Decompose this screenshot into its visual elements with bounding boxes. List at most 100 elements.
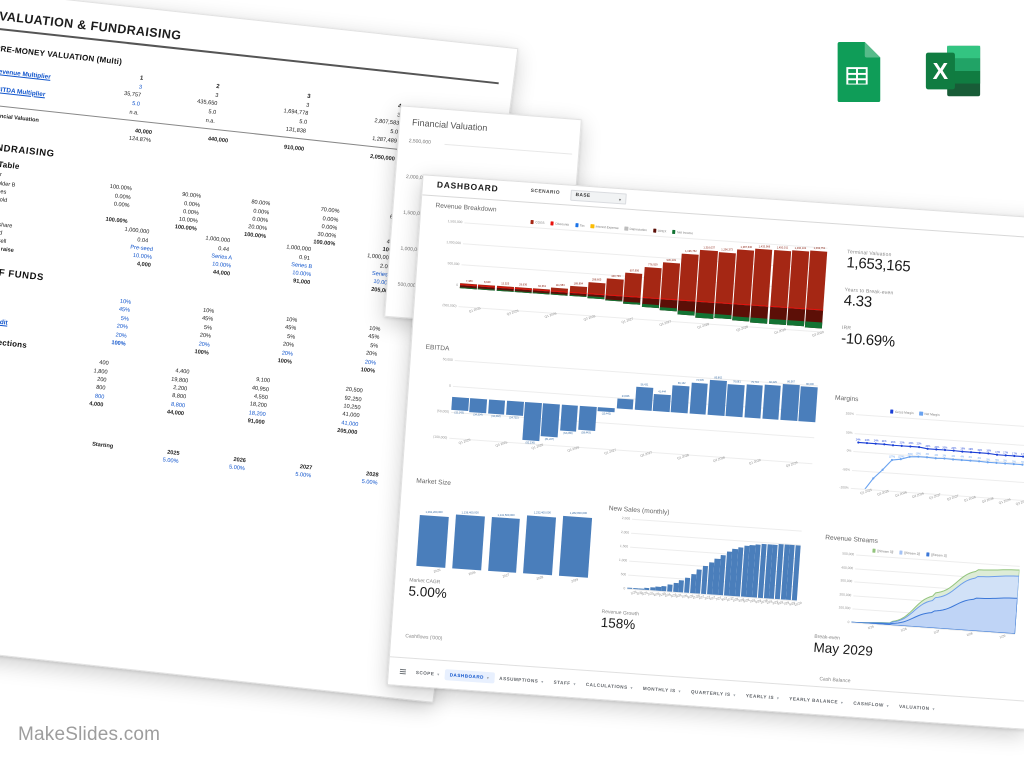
data-label: 5% xyxy=(1003,459,1008,463)
data-label: 24% xyxy=(882,440,887,444)
scenario-dropdown[interactable]: BASE ▾ xyxy=(570,189,627,205)
kpi-column: Terminal Valuation 1,653,165 Years to Br… xyxy=(841,249,1024,360)
bar-segment-opex xyxy=(695,301,714,319)
chevron-down-icon[interactable]: ▾ xyxy=(437,672,440,677)
bar-segment-opex xyxy=(550,291,569,296)
legend-swatch xyxy=(590,224,595,229)
bar-segment-cogs xyxy=(642,267,662,300)
data-label: 20% xyxy=(942,446,948,450)
bar-segment-net-income xyxy=(677,310,695,316)
all-sheets-icon[interactable] xyxy=(395,668,411,675)
sheet-tab-yearly-balance[interactable]: YEARLY BALANCE ▾ xyxy=(784,693,849,708)
y-tick-label: 200,000 xyxy=(839,592,852,598)
bar-segment-cogs xyxy=(660,262,681,301)
sheet-tab-label: YEARLY BALANCE xyxy=(789,696,839,705)
chevron-down-icon[interactable]: ▾ xyxy=(932,706,936,711)
legend-swatch xyxy=(926,552,930,557)
chevron-down-icon[interactable]: ▾ xyxy=(733,692,736,697)
chevron-down-icon[interactable]: ▾ xyxy=(776,695,780,700)
data-label: (3%) xyxy=(916,452,922,456)
data-label: 1,433,966 xyxy=(758,245,770,249)
sheet-tab-assumptions[interactable]: ASSUMPTIONS ▾ xyxy=(494,673,549,688)
dashboard-body: Revenue Breakdown COGS Discounts Tax Intere… xyxy=(390,195,1024,700)
margins-lines xyxy=(853,441,1024,500)
kpi-irr: IRR -10.69% xyxy=(841,325,1024,360)
sheet-tab-monthly-is[interactable]: MONTHLY IS ▾ xyxy=(638,683,687,697)
y-tick-label: 0 xyxy=(448,383,452,388)
sheet-tab-dashboard[interactable]: DASHBOARD ▾ xyxy=(444,669,495,684)
bar-segment-opex xyxy=(587,294,605,299)
bar-rect xyxy=(634,386,653,411)
series-point xyxy=(899,458,902,461)
data-label: 776,929 xyxy=(648,263,658,267)
cash-balance-note: Cash Balance xyxy=(819,676,851,685)
sheet-tab-staff[interactable]: STAFF ▾ xyxy=(548,676,581,689)
data-label: 1,141,500,000 xyxy=(497,513,515,517)
sheet-tab-scope[interactable]: SCOPE ▾ xyxy=(410,667,445,680)
kpi-value: May 2029 xyxy=(813,639,874,659)
bar-rect xyxy=(780,384,800,421)
y-tick-label: 500 xyxy=(620,572,627,577)
microsoft-excel-icon[interactable]: X xyxy=(922,40,984,102)
x-tick-label: 2027 xyxy=(501,572,510,579)
chevron-down-icon[interactable]: ▾ xyxy=(678,688,682,694)
google-sheets-icon[interactable] xyxy=(826,40,888,102)
legend-item: COGS xyxy=(530,220,545,225)
chevron-down-icon[interactable]: ▾ xyxy=(573,681,576,686)
legend-swatch xyxy=(652,228,657,233)
series-point xyxy=(1021,463,1024,466)
dashboard-spreadsheet[interactable]: DASHBOARD SCENARIO BASE ▾ Revenue Breakd… xyxy=(386,174,1024,730)
bar-segment-net-income xyxy=(641,304,659,309)
data-label: 76,681 xyxy=(732,381,741,385)
bar-rect xyxy=(505,400,524,417)
panel-market-size: Market Size 1,091,200,000 1,136,400,000 1,… xyxy=(408,478,598,610)
data-label: 86,000 xyxy=(805,382,814,386)
chevron-down-icon[interactable]: ▾ xyxy=(541,679,544,684)
legend-item: Discounts xyxy=(550,221,569,227)
data-label: 20% xyxy=(934,445,939,449)
bar-segment-opex xyxy=(732,304,751,322)
legend-swatch xyxy=(550,221,555,226)
bar-segment-net-income xyxy=(750,317,768,324)
legend-item: Interest Expense xyxy=(590,224,619,230)
sheet-tab-calculations[interactable]: CALCULATIONS ▾ xyxy=(580,679,638,694)
bar-segment-opex xyxy=(750,305,769,324)
sheet-tab-yearly-is[interactable]: YEARLY IS ▾ xyxy=(740,690,784,704)
sheet-tab-cashflow[interactable]: CASHFLOW ▾ xyxy=(848,697,895,711)
series-point xyxy=(853,497,856,500)
chevron-down-icon[interactable]: ▾ xyxy=(840,700,844,705)
bar-segment-cogs xyxy=(623,272,643,298)
sheet-tab-label: ASSUMPTIONS xyxy=(499,675,539,684)
chevron-down-icon[interactable]: ▾ xyxy=(630,685,634,690)
bar-rect xyxy=(578,405,597,431)
data-label: (32,143) xyxy=(454,411,465,415)
sheet-tab-valuation[interactable]: VALUATION ▾ xyxy=(894,700,941,714)
legend-item: Depreciation xyxy=(624,226,647,232)
chart-market-size: 1,091,200,000 1,136,400,000 1,141,500,000 1… xyxy=(416,500,593,583)
data-label: (13%) xyxy=(897,455,905,459)
series-point xyxy=(1013,454,1016,458)
chart-margins: 100% 50% 0% -50% -100% 24% 24% 24% 24% 23% 23% 23% 2… xyxy=(839,411,1024,506)
bar-segment-net-income xyxy=(786,320,805,327)
bar-group xyxy=(627,519,801,601)
bar-segment-cogs xyxy=(715,251,736,305)
bar-rect xyxy=(559,404,579,432)
data-label: 56,431 xyxy=(640,383,649,387)
chevron-down-icon[interactable]: ▾ xyxy=(486,675,490,680)
data-label: 79,744 xyxy=(750,381,759,385)
data-label: 20% xyxy=(925,444,931,448)
financial-valuation-chart-title: Financial Valuation xyxy=(411,117,488,134)
kpi-terminal-valuation: Terminal Valuation 1,653,165 xyxy=(846,249,1024,284)
chevron-down-icon[interactable]: ▾ xyxy=(886,703,890,708)
data-label: 60,661 xyxy=(537,284,546,288)
x-tick-label: 2025 xyxy=(433,567,442,574)
data-label: 4% xyxy=(960,456,964,460)
sheet-tab-quarterly-is[interactable]: QUARTERLY IS ▾ xyxy=(686,686,742,701)
data-label: 1,091,200,000 xyxy=(425,511,444,515)
series-point xyxy=(857,441,860,444)
sheet-tab-label: QUARTERLY IS xyxy=(690,689,731,698)
data-label: (34,732) xyxy=(509,416,519,420)
y-tick-label: 50,000 xyxy=(442,357,453,362)
y-tick-label: 2,000 xyxy=(620,530,630,535)
cashflows-note: Cashflows ('000) xyxy=(405,633,443,642)
